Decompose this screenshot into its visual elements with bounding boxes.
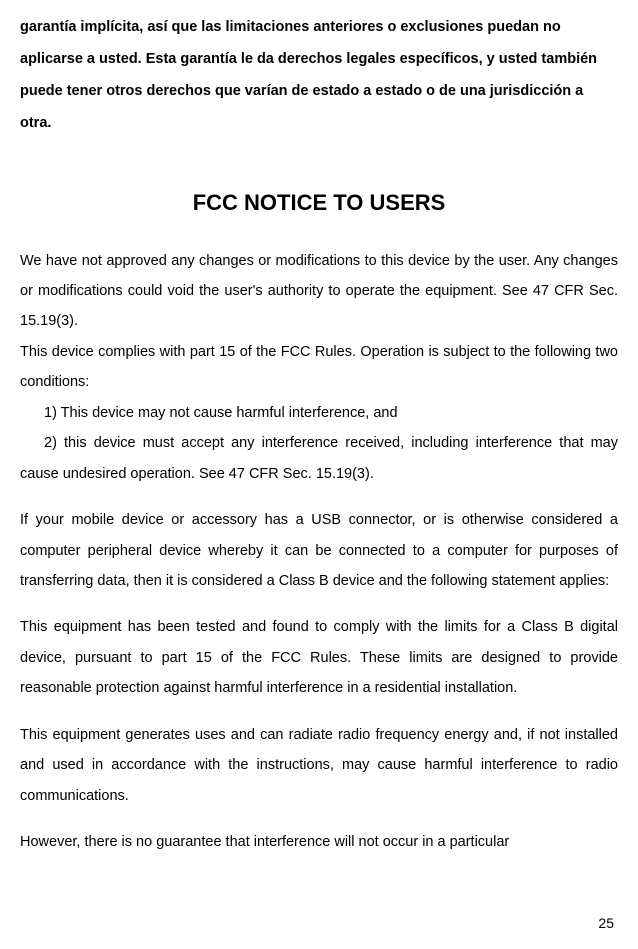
fcc-para-5: This equipment generates uses and can ra…: [20, 720, 618, 811]
page-number: 25: [598, 915, 614, 931]
fcc-para-2: This device complies with part 15 of the…: [20, 337, 618, 398]
fcc-para-4: This equipment has been tested and found…: [20, 612, 618, 703]
fcc-notice-heading: FCC NOTICE TO USERS: [20, 190, 618, 216]
fcc-condition-2: 2) this device must accept any interfere…: [20, 428, 618, 489]
fcc-para-1: We have not approved any changes or modi…: [20, 246, 618, 337]
fcc-para-3: If your mobile device or accessory has a…: [20, 505, 618, 596]
warranty-continuation-paragraph: garantía implícita, así que las limitaci…: [20, 12, 618, 140]
fcc-para-6: However, there is no guarantee that inte…: [20, 827, 618, 857]
fcc-condition-1: 1) This device may not cause harmful int…: [20, 398, 618, 428]
